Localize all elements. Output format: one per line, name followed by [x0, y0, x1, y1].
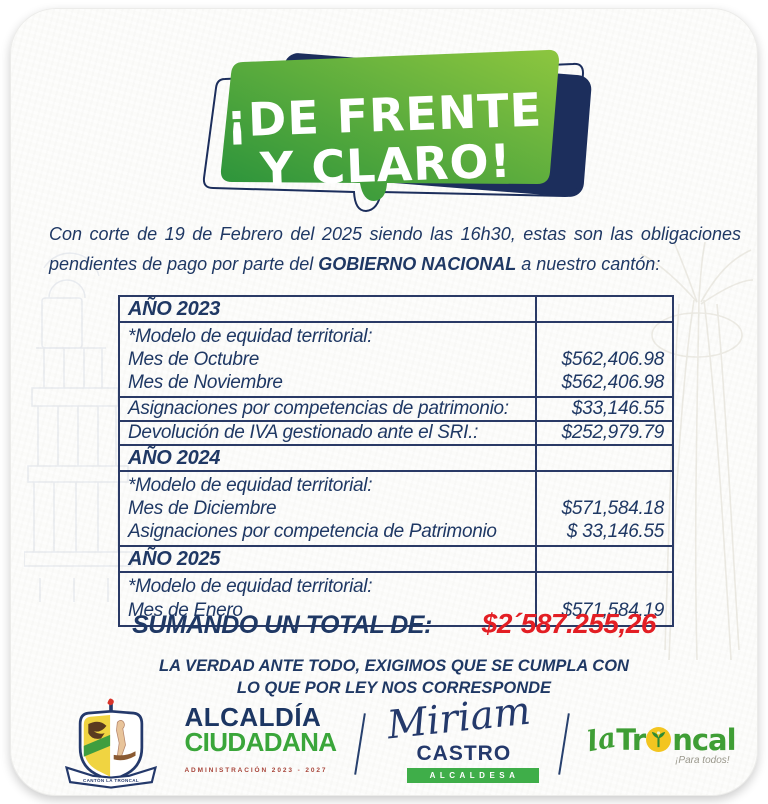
table-row-group-2023: *Modelo de equidad territorial: Mes de O…	[118, 321, 674, 398]
line-amount: $562,406.98	[561, 372, 665, 393]
alcaldia-line2: CIUDADANA	[184, 727, 337, 757]
bubble-green-shape	[220, 49, 559, 201]
line-label: *Modelo de equidad territorial:	[128, 475, 373, 496]
item-label: Asignaciones por competencias de patrimo…	[118, 396, 537, 422]
figure-icon	[116, 720, 127, 759]
line-label: Mes de Enero	[128, 600, 243, 621]
eagle-icon	[88, 721, 107, 739]
administration-period: ADMINISTRACIÓN 2023 - 2027	[184, 767, 328, 774]
table-row-item: Asignaciones por competencias de patrimo…	[118, 396, 674, 422]
total-amount: $2´587.255,26	[481, 608, 657, 639]
torch-flame-icon	[107, 698, 115, 706]
line-label: Asignaciones por competencia de Patrimon…	[128, 521, 497, 542]
intro-line2: pendientes de pago por parte del GOBIERN…	[49, 254, 749, 275]
la-troncal-logo: la Tr ncal ¡Para todos!	[583, 720, 737, 766]
headline: ¡DE FRENTE Y CLARO!	[203, 83, 566, 197]
headline-line2: Y CLARO!	[259, 133, 513, 197]
table-row-year-2023: AÑO 2023	[118, 295, 674, 323]
table-row-group-2025: *Modelo de equidad territorial: Mes de E…	[118, 571, 674, 627]
year-amount-empty	[535, 295, 674, 323]
footer-divider	[557, 713, 570, 775]
intro-line1: Con corte de 19 de Febrero del 2025 sien…	[49, 224, 741, 244]
alcaldia-line1: ALCALDÍA	[184, 702, 322, 732]
alcaldia-wordmark: ALCALDÍA CIUDADANA ADMINISTRACIÓN 2023 -…	[184, 702, 337, 783]
closing-line2: LO QUE POR LEY NOS CORRESPONDE	[236, 679, 552, 697]
line-amount: $ 33,146.55	[566, 521, 664, 542]
footer: CANTÓN LA TRONCAL ALCALDÍA CIUDADANA ADM…	[10, 689, 758, 790]
intro-line2-bold: GOBIERNO NACIONAL	[318, 254, 517, 274]
crest-banner-text: CANTÓN LA TRONCAL	[83, 776, 139, 783]
total-row: SUMANDO UN TOTAL DE: $2´587.255,26	[10, 608, 758, 640]
line-amount: $562,406.98	[561, 349, 665, 370]
line-label: Mes de Diciembre	[128, 498, 277, 519]
figure-log	[114, 751, 136, 761]
obligations-table: AÑO 2023 *Modelo de equidad territorial:…	[118, 295, 674, 627]
tree-sun-icon	[646, 727, 672, 752]
mayor-signature-logo: Miriam CASTRO ALCALDESA	[383, 689, 541, 786]
shield-green-band	[84, 734, 111, 757]
troncal-name-post: ncal	[672, 722, 736, 757]
line-amount	[545, 474, 664, 497]
intro-line2-pre: pendientes de pago por parte del	[49, 254, 319, 274]
year-amount-empty	[535, 545, 674, 573]
line-label: Mes de Noviembre	[128, 372, 283, 393]
item-label: Devolución de IVA gestionado ante el SRI…	[118, 420, 537, 446]
troncal-la: la	[583, 720, 618, 759]
line-label: *Modelo de equidad territorial:	[128, 326, 373, 347]
item-amount: $33,146.55	[535, 396, 674, 422]
closing-line1: LA VERDAD ANTE TODO, EXIGIMOS QUE SE CUM…	[159, 657, 629, 675]
line-amount: $571,584.18	[561, 498, 665, 519]
footer-divider	[353, 713, 366, 775]
line-amount	[545, 325, 664, 348]
mayor-last-name: CASTRO	[416, 742, 512, 765]
table-row-year-2024: AÑO 2024	[118, 444, 674, 472]
flyer-card: ¡DE FRENTE Y CLARO! Con corte de 19 de F…	[10, 8, 758, 796]
table-row-year-2025: AÑO 2025	[118, 545, 674, 573]
year-amount-empty	[535, 444, 674, 472]
total-label: SUMANDO UN TOTAL DE:	[132, 611, 432, 639]
table-row-item: Devolución de IVA gestionado ante el SRI…	[118, 420, 674, 446]
year-label: AÑO 2023	[118, 295, 537, 323]
troncal-slogan: ¡Para todos!	[675, 754, 730, 766]
line-label: *Modelo de equidad territorial:	[128, 576, 373, 597]
crest-banner-ribbon	[65, 765, 158, 789]
city-crest-logo: CANTÓN LA TRONCAL	[65, 698, 158, 789]
troncal-name-pre: Tr	[616, 722, 646, 757]
mayor-title-badge: ALCALDESA	[406, 768, 539, 783]
year-label: AÑO 2024	[118, 444, 537, 472]
line-amount	[545, 575, 664, 599]
bubble-outline-shape	[202, 62, 585, 213]
line-label: Mes de Octubre	[128, 349, 259, 370]
year-label: AÑO 2025	[118, 545, 537, 573]
torch-handle	[109, 702, 114, 714]
table-row-group-2024: *Modelo de equidad territorial: Mes de D…	[118, 470, 674, 547]
speech-bubble-graphic	[202, 49, 592, 213]
mayor-first-name: Miriam	[384, 688, 533, 749]
closing-statement: LA VERDAD ANTE TODO, EXIGIMOS QUE SE CUM…	[10, 655, 758, 699]
item-amount: $252,979.79	[535, 420, 674, 446]
line-amount: $571,584.19	[561, 600, 665, 621]
intro-line2-post: a nuestro cantón:	[516, 254, 661, 274]
